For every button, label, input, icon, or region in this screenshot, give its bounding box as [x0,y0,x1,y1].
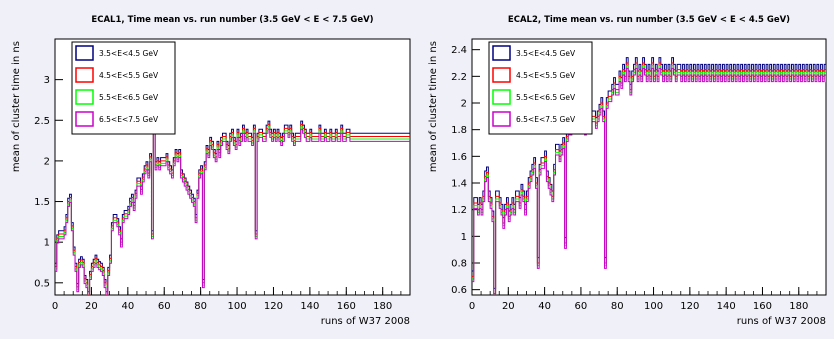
y-tick-label: 1 [461,232,467,243]
x-axis-label: runs of W37 2008 [737,316,826,327]
legend-label: 6.5<E<7.5 GeV [516,115,576,124]
x-tick-label: 80 [194,301,207,312]
x-tick-label: 20 [502,301,515,312]
x-tick-label: 40 [538,301,551,312]
legend-label: 5.5<E<6.5 GeV [516,93,576,102]
x-axis-label: runs of W37 2008 [321,316,410,327]
x-tick-label: 60 [575,301,588,312]
legend-swatch [75,67,94,83]
y-tick-label: 1.6 [451,152,467,163]
x-tick-label: 100 [228,301,247,312]
x-tick-label: 0 [469,301,475,312]
x-tick-label: 40 [121,301,134,312]
y-tick-label: 2 [461,99,467,110]
y-tick-label: 0.6 [451,285,467,296]
y-tick-label: 0.8 [451,259,467,270]
x-tick-label: 140 [717,301,736,312]
x-tick-label: 100 [644,301,663,312]
x-tick-label: 180 [789,301,808,312]
series-line-4 [472,67,826,295]
y-tick-label: 1.8 [451,125,467,136]
y-tick-label: 2.4 [451,45,467,56]
legend-swatch [492,111,511,127]
x-tick-label: 80 [611,301,624,312]
y-tick-label: 1.2 [451,205,467,216]
series-group [472,57,826,295]
x-tick-label: 0 [52,301,58,312]
legend-box [488,41,593,135]
chart-title: ECAL1, Time mean vs. run number (3.5 GeV… [91,15,373,25]
legend-swatch [75,111,94,127]
y-tick-label: 3 [44,75,50,86]
x-tick-label: 120 [680,301,699,312]
y-tick-label: 2 [44,156,50,167]
y-tick-label: 2.5 [34,116,50,127]
x-tick-label: 140 [300,301,319,312]
legend-swatch [492,89,511,105]
legend-label: 5.5<E<6.5 GeV [99,93,159,102]
x-tick-label: 180 [373,301,392,312]
legend-swatch [492,45,511,61]
x-tick-label: 160 [337,301,356,312]
x-tick-label: 160 [753,301,772,312]
chart-panel-1: ECAL1, Time mean vs. run number (3.5 GeV… [0,0,416,335]
series-line-4 [55,67,410,295]
legend-swatch [75,45,94,61]
y-axis-label: mean of cluster time in ns [428,41,439,172]
legend-swatch [492,67,511,83]
x-tick-label: 120 [264,301,283,312]
legend-box [71,41,176,135]
x-tick-label: 60 [158,301,171,312]
y-axis-label: mean of cluster time in ns [11,41,22,172]
chart-panel-2: ECAL2, Time mean vs. run number (3.5 GeV… [418,0,834,335]
legend-label: 4.5<E<5.5 GeV [516,71,576,80]
y-tick-label: 1.4 [451,179,467,190]
x-tick-label: 20 [85,301,98,312]
y-tick-label: 1.5 [34,197,50,208]
legend-label: 4.5<E<5.5 GeV [99,71,159,80]
legend-label: 6.5<E<7.5 GeV [99,115,159,124]
series-group [55,59,410,295]
legend-swatch [75,89,94,105]
plot-frame [471,38,827,296]
y-tick-label: 1 [44,238,50,249]
legend-label: 3.5<E<4.5 GeV [516,49,576,58]
y-tick-label: 2.2 [451,72,467,83]
y-tick-label: 0.5 [34,278,50,289]
chart-title: ECAL2, Time mean vs. run number (3.5 GeV… [508,15,790,25]
legend-label: 3.5<E<4.5 GeV [99,49,159,58]
